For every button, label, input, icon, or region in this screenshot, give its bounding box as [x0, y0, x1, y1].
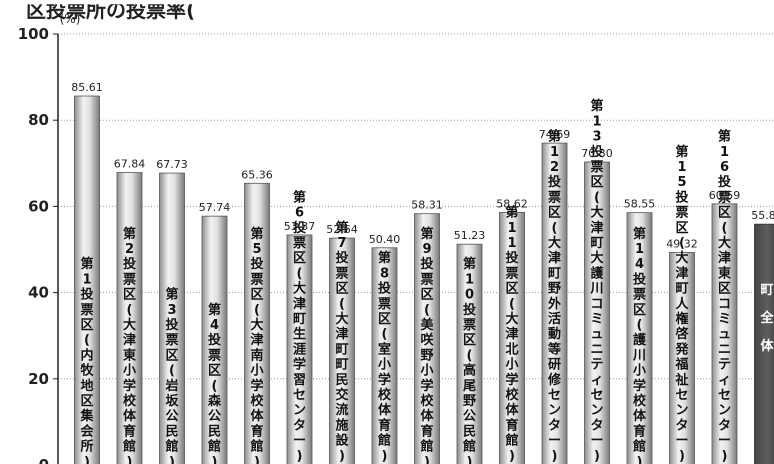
bar-group: 52.64第 7 投票区(大津町町民交流施設) [326, 220, 358, 464]
bar-value-label: 57.74 [199, 201, 231, 214]
bar-group: 65.36 第 5 投票区(大津南小学校体育館) [241, 168, 273, 464]
bar-value-label: 58.55 [624, 198, 656, 211]
bar-category-label: 第 5 投票区(大津南小学校体育館) [250, 226, 264, 464]
bar-category-label: 第 1 6 投票区(大津東区コミュニティセンター) [718, 129, 731, 464]
bar-value-label: 50.40 [369, 233, 401, 246]
bar-value-label: 60.59 [709, 189, 741, 202]
bar [541, 142, 568, 464]
bar-group: 50.40 第 8 投票区(室小学校体育館) [369, 233, 401, 464]
bar [711, 203, 738, 464]
bar-group: 49.32第 1 5 投票区(大津町人権啓発福祉センター) [666, 144, 698, 464]
bar-category-label: 第 1 4 投票区(護川小学校体育館) [632, 226, 647, 464]
bar-category-label: 第 2 投票区(大津東小学校体育館) [123, 226, 137, 464]
bar-category-label: 第 1 5 投票区(大津町人権啓発福祉センター) [674, 144, 689, 464]
bar-value-label: 53.37 [284, 220, 316, 233]
y-tick-label: 80 [28, 111, 49, 129]
bar-group: 58.62第 1 1 投票区(大津北小学校体育館) [496, 197, 528, 464]
bar-group: 58.31 第 9 投票区(美咲野小学校体育館) [411, 199, 443, 464]
bar [244, 182, 270, 464]
bar-category-label: 第 1 3 投票区(大津町大護川コミュニティセンター) [589, 98, 604, 464]
bar-category-label: 第 7 投票区(大津町町民交流施設) [335, 220, 349, 464]
bar-value-label: 70.30 [581, 147, 613, 160]
bar [371, 247, 398, 464]
bar-group: 67.84 第 2 投票区(大津東小学校体育館) [114, 158, 146, 464]
bar-value-label: 58.31 [411, 199, 443, 212]
bar [201, 215, 228, 464]
axis-layer: 0 20 40 60 80 100 [18, 25, 59, 464]
y-tick-label: 40 [28, 284, 49, 302]
bar-value-label: 67.84 [114, 158, 146, 171]
y-tick-label: 60 [28, 197, 49, 215]
bar-group: 55.88 町全体 [751, 209, 774, 464]
bar-category-label: 第 4 投票区(森公民館) [208, 302, 222, 464]
chart-title-fragment: 区投票所の投票率( [26, 0, 195, 22]
bar-group: 70.30第 1 3 投票区(大津町大護川コミュニティセンター) [581, 98, 613, 464]
bar-value-label: 74.69 [539, 128, 571, 141]
bar-value-label: 58.62 [496, 197, 528, 210]
bar-category-label: 第 1 1 投票区(大津北小学校体育館) [505, 205, 519, 464]
bar-group: 67.73 第 3 投票区(岩坂公民館) [156, 158, 188, 464]
bar-value-label: 52.64 [326, 223, 358, 236]
y-tick-label: 20 [28, 370, 49, 388]
bar [116, 172, 143, 464]
y-axis-unit-label: (%) [60, 12, 81, 26]
bar-category-label: 第 8 投票区(室小学校体育館) [378, 250, 392, 464]
bar-group: 85.61 第 1 投票区(内牧地区集会所) [71, 81, 103, 464]
bar-category-label: 第 1 投票区(内牧地区集会所) [79, 256, 94, 464]
y-tick-label: 0 [39, 456, 49, 464]
bar-group: 74.69第 1 2 投票区(大津町野外活動等研修センター) [539, 128, 571, 464]
bar-value-label: 85.61 [71, 81, 103, 94]
bar-value-label: 67.73 [156, 158, 188, 171]
bar-value-label: 55.88 [751, 209, 774, 222]
bar-value-label: 65.36 [241, 168, 273, 181]
bar [626, 212, 653, 464]
bar-value-label: 51.23 [454, 229, 486, 242]
bar-layer: 85.61 第 1 投票区(内牧地区集会所) 67.84 第 2 投票区(大津東小学校体育館)… [71, 81, 774, 464]
bar-category-label: 第 9 投票区(美咲野小学校体育館) [420, 226, 434, 464]
bar [329, 237, 355, 464]
bar-group: 60.59第 1 6 投票区(大津東区コミュニティセンター) [709, 129, 741, 464]
bar-category-label: 町全体 [759, 283, 774, 354]
bar [414, 213, 440, 464]
bar-group: 51.23 第 1 0 投票区(高尾野公民館) [454, 229, 486, 464]
bar-category-label: 第 1 0 投票区(高尾野公民館) [463, 256, 476, 464]
bar-group: 53.37第 6 投票区(大津町生涯学習センター) [284, 189, 316, 464]
bar-category-label: 第 3 投票区(岩坂公民館) [164, 287, 179, 464]
bar-category-label: 第 1 2 投票区(大津町野外活動等研修センター) [547, 129, 562, 464]
bar [286, 234, 313, 464]
bar-group: 57.74 第 4 投票区(森公民館) [199, 201, 231, 464]
bar [669, 252, 695, 464]
bar-category-label: 第 6 投票区(大津町生涯学習センター) [293, 189, 306, 463]
bar [74, 95, 100, 464]
bar [159, 172, 185, 464]
bar-group: 58.55 第 1 4 投票区(護川小学校体育館) [624, 198, 656, 464]
bar [499, 211, 525, 464]
bar [584, 161, 610, 464]
bar [456, 243, 483, 464]
bar [754, 223, 774, 464]
y-tick-label: 100 [18, 25, 49, 43]
bar-value-label: 49.32 [666, 237, 698, 250]
